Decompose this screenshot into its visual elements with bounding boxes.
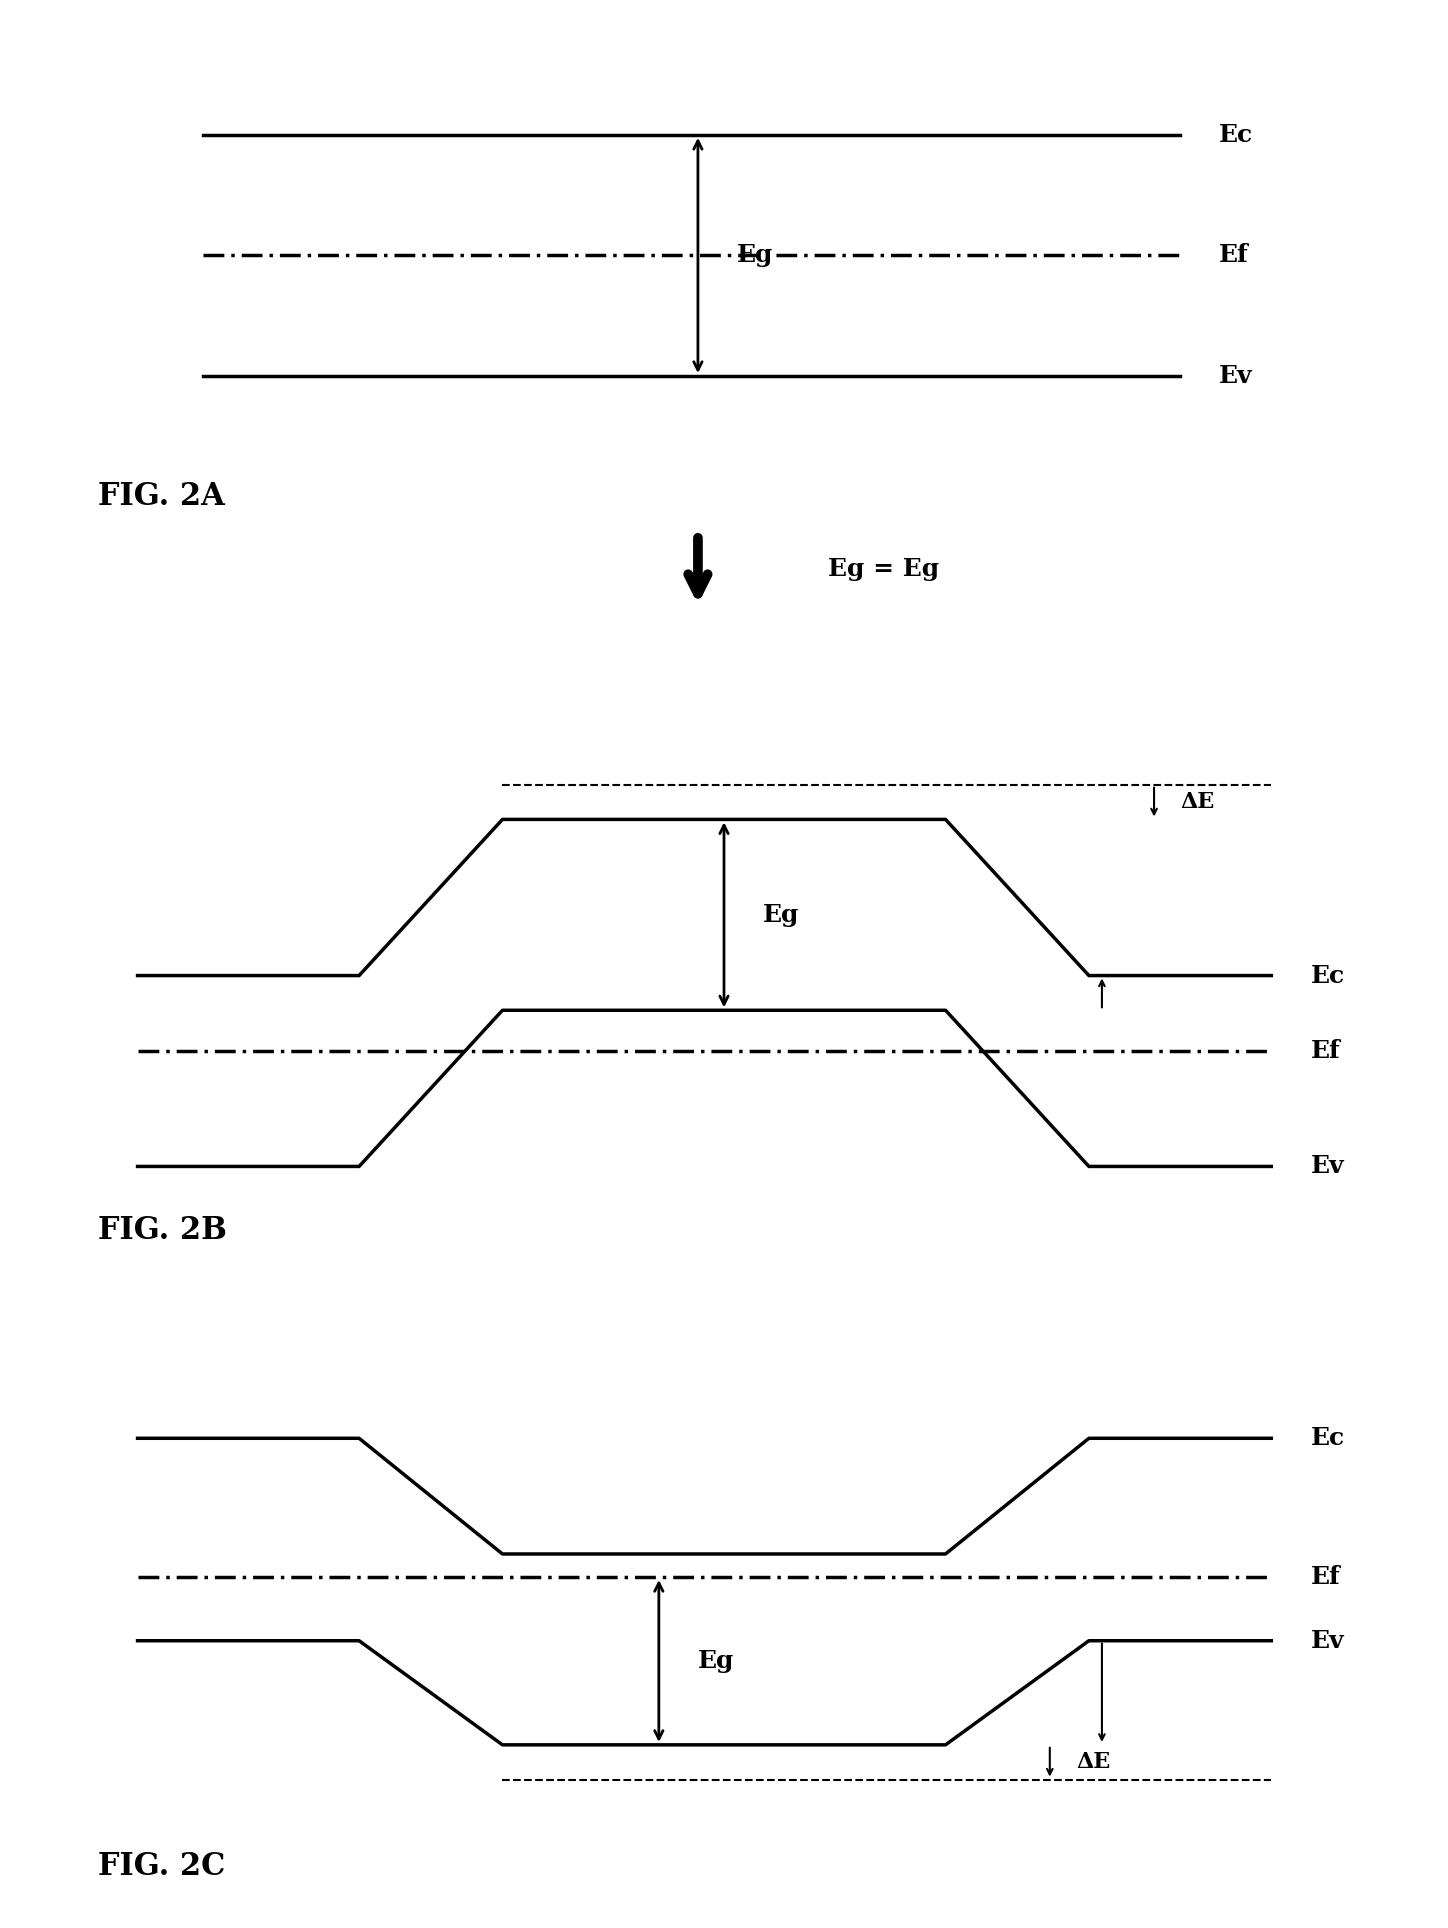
Text: Ec: Ec	[1310, 964, 1345, 987]
Text: Ev: Ev	[1310, 1155, 1344, 1178]
Text: Eg: Eg	[698, 1648, 734, 1674]
Text: Ev: Ev	[1310, 1629, 1344, 1652]
Text: FIG. 2A: FIG. 2A	[98, 480, 226, 513]
Text: Ef: Ef	[1310, 1566, 1341, 1589]
Text: FIG. 2B: FIG. 2B	[98, 1215, 227, 1245]
Text: Ef: Ef	[1310, 1039, 1341, 1062]
Text: Ec: Ec	[1310, 1427, 1345, 1450]
Text: FIG. 2C: FIG. 2C	[98, 1851, 226, 1882]
Text: Ev: Ev	[1219, 364, 1253, 388]
Text: Ef: Ef	[1219, 243, 1250, 268]
Text: Eg: Eg	[763, 902, 799, 927]
Text: Eg: Eg	[737, 243, 773, 268]
Text: Eg = Eg: Eg = Eg	[828, 557, 940, 580]
Text: ΔE: ΔE	[1180, 790, 1215, 814]
Text: Ec: Ec	[1219, 123, 1254, 147]
Text: ΔE: ΔE	[1076, 1751, 1111, 1774]
